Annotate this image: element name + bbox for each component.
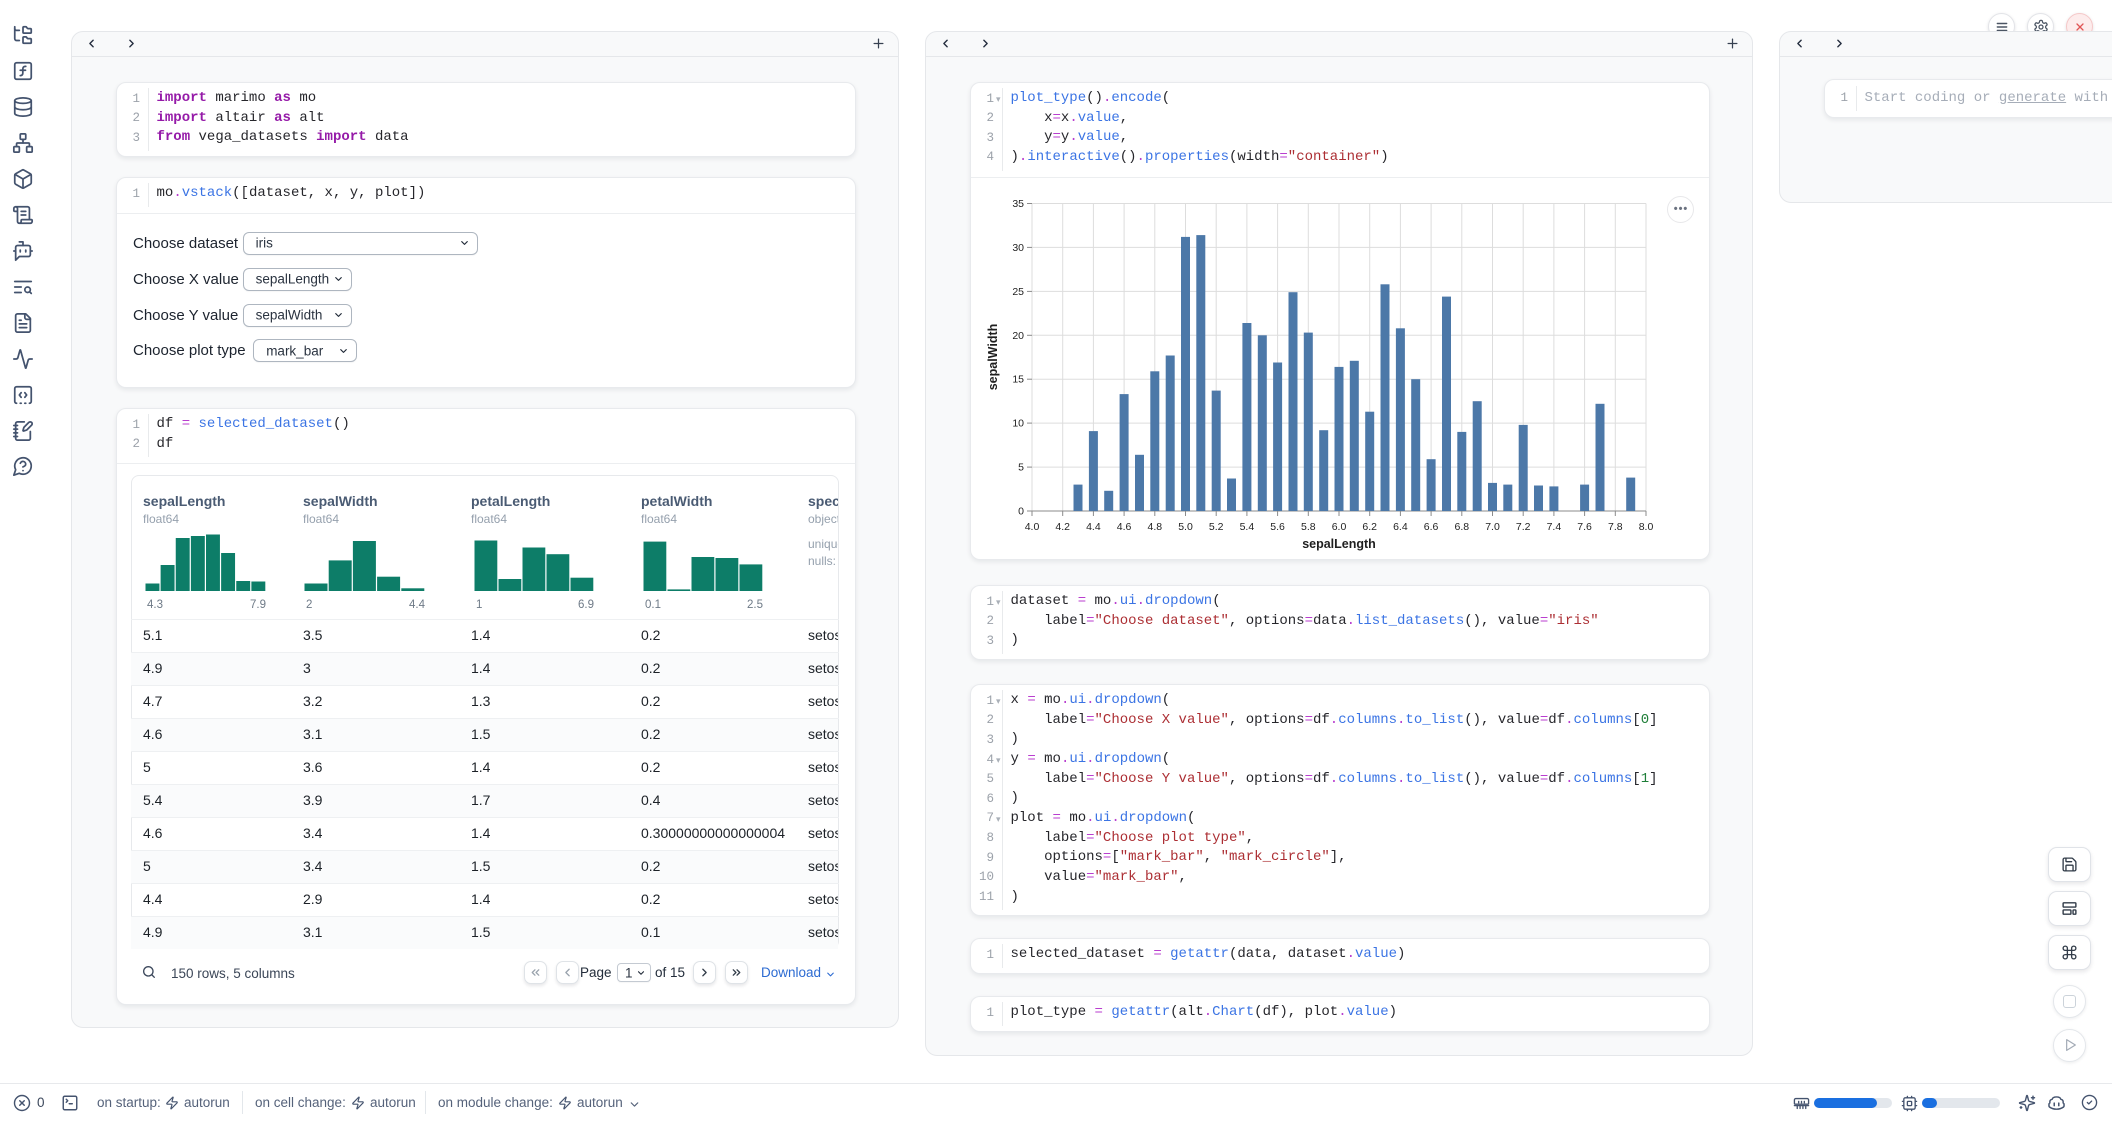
svg-text:4.6: 4.6 bbox=[1117, 521, 1132, 533]
svg-text:6.0: 6.0 bbox=[1332, 521, 1347, 533]
svg-text:20: 20 bbox=[1012, 330, 1024, 342]
svg-text:4.2: 4.2 bbox=[1055, 521, 1070, 533]
svg-text:7.2: 7.2 bbox=[1516, 521, 1531, 533]
svg-text:sepalWidth: sepalWidth bbox=[986, 324, 1000, 391]
svg-text:6.2: 6.2 bbox=[1362, 521, 1377, 533]
svg-text:5.6: 5.6 bbox=[1270, 521, 1285, 533]
svg-text:15: 15 bbox=[1012, 374, 1024, 386]
svg-text:4.0: 4.0 bbox=[1025, 521, 1040, 533]
svg-text:5.0: 5.0 bbox=[1178, 521, 1193, 533]
svg-text:sepalLength: sepalLength bbox=[1302, 537, 1376, 551]
svg-text:6.4: 6.4 bbox=[1393, 521, 1408, 533]
svg-text:5.4: 5.4 bbox=[1240, 521, 1255, 533]
svg-text:6.8: 6.8 bbox=[1454, 521, 1469, 533]
svg-text:0: 0 bbox=[1018, 506, 1024, 518]
svg-text:5.8: 5.8 bbox=[1301, 521, 1316, 533]
svg-text:7.8: 7.8 bbox=[1608, 521, 1623, 533]
svg-text:5: 5 bbox=[1018, 462, 1024, 474]
svg-text:8.0: 8.0 bbox=[1639, 521, 1654, 533]
svg-text:30: 30 bbox=[1012, 242, 1024, 254]
svg-text:7.4: 7.4 bbox=[1547, 521, 1562, 533]
svg-text:25: 25 bbox=[1012, 286, 1024, 298]
svg-text:5.2: 5.2 bbox=[1209, 521, 1224, 533]
svg-text:10: 10 bbox=[1012, 418, 1024, 430]
svg-text:7.6: 7.6 bbox=[1577, 521, 1592, 533]
svg-text:35: 35 bbox=[1012, 198, 1024, 210]
svg-text:6.6: 6.6 bbox=[1424, 521, 1439, 533]
svg-text:7.0: 7.0 bbox=[1485, 521, 1500, 533]
svg-text:4.8: 4.8 bbox=[1147, 521, 1162, 533]
svg-text:4.4: 4.4 bbox=[1086, 521, 1101, 533]
